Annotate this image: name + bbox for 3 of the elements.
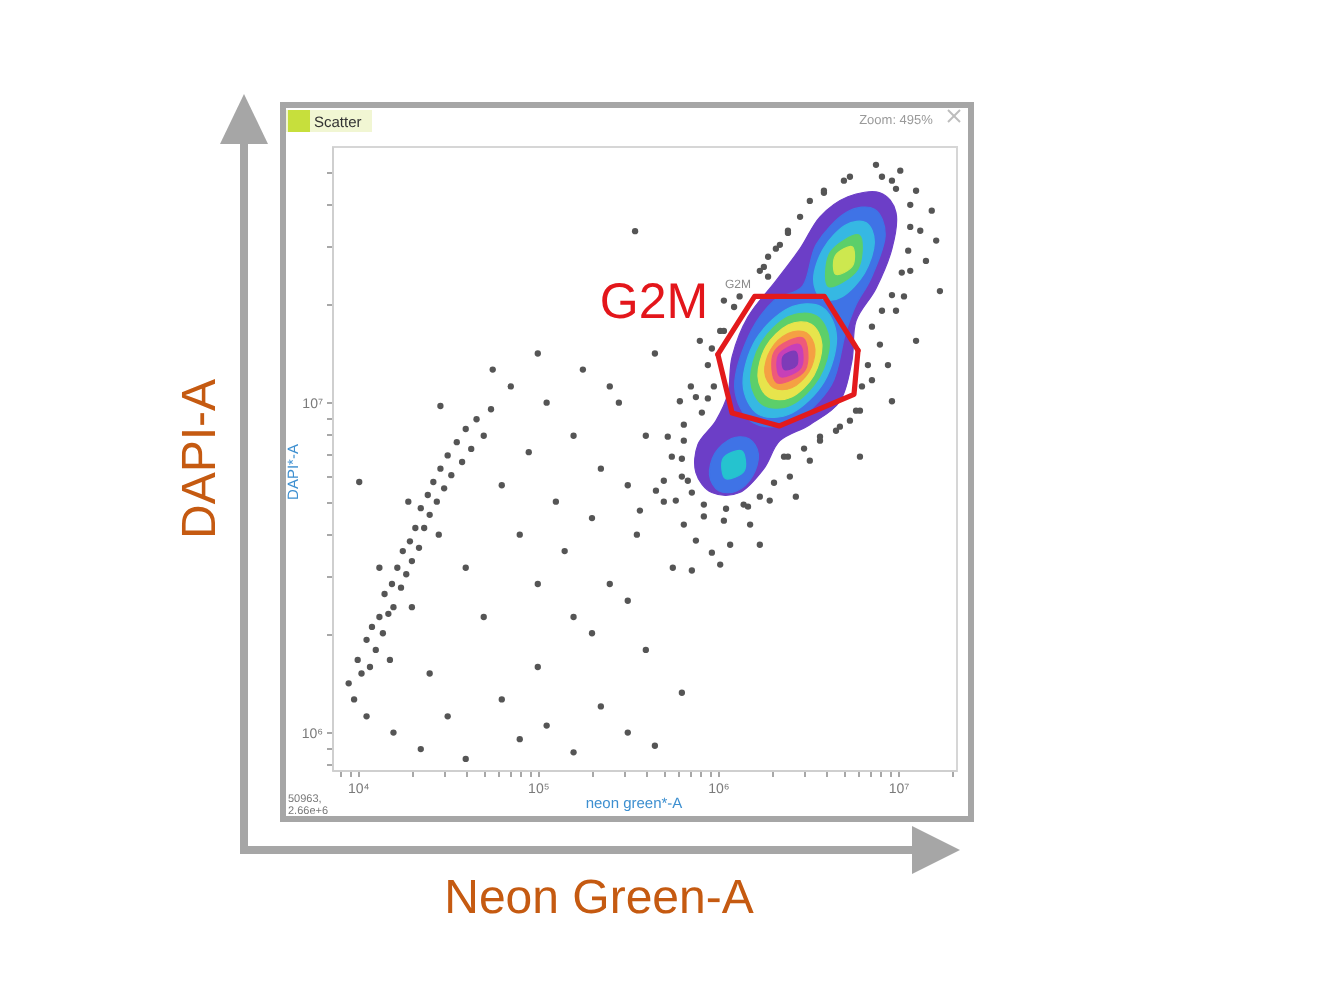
y-axis-title: DAPI-A — [173, 378, 227, 540]
annotation: G2M — [599, 274, 709, 330]
x-axis-title: Neon Green-A — [444, 871, 754, 925]
